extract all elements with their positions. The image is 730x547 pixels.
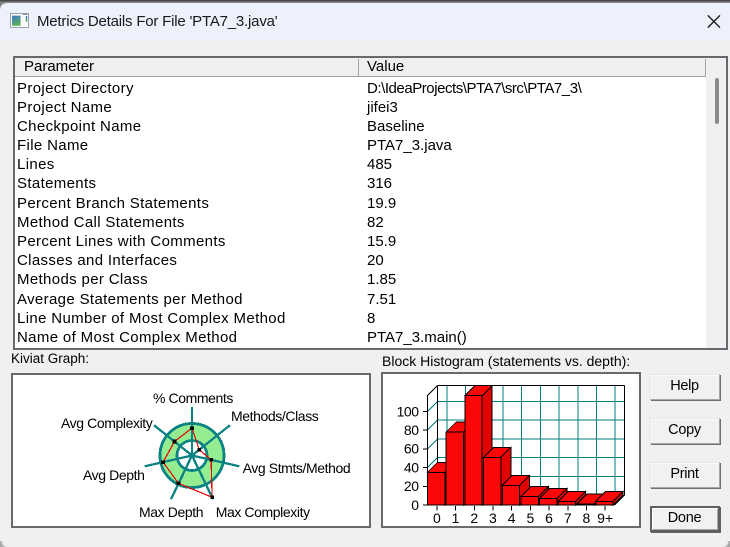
svg-text:8: 8 — [583, 510, 591, 526]
svg-text:Max Complexity: Max Complexity — [216, 504, 310, 520]
svg-text:Max Depth: Max Depth — [139, 504, 203, 520]
svg-text:Avg Depth: Avg Depth — [83, 467, 145, 483]
svg-text:1: 1 — [452, 510, 460, 526]
svg-text:9+: 9+ — [597, 510, 613, 526]
svg-text:6: 6 — [545, 510, 553, 526]
svg-text:% Comments: % Comments — [153, 390, 233, 406]
svg-text:0: 0 — [411, 497, 419, 513]
svg-text:100: 100 — [397, 403, 420, 419]
svg-text:3: 3 — [489, 510, 497, 526]
svg-text:Avg Complexity: Avg Complexity — [61, 415, 153, 431]
svg-text:0: 0 — [433, 510, 441, 526]
svg-text:80: 80 — [404, 422, 419, 438]
svg-text:Methods/Class: Methods/Class — [231, 408, 319, 424]
svg-text:40: 40 — [404, 459, 419, 475]
svg-text:2: 2 — [470, 510, 478, 526]
svg-text:60: 60 — [404, 441, 419, 457]
svg-text:7: 7 — [564, 510, 572, 526]
svg-text:4: 4 — [508, 510, 516, 526]
svg-text:5: 5 — [526, 510, 534, 526]
svg-text:Avg Stmts/Method: Avg Stmts/Method — [243, 460, 351, 476]
svg-text:20: 20 — [404, 478, 419, 494]
